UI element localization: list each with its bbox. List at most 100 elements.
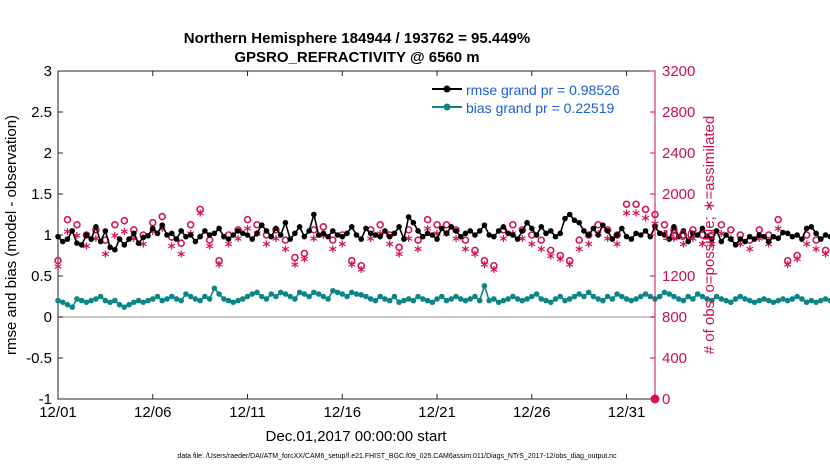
rmse-point xyxy=(292,230,298,237)
bias-point xyxy=(656,293,663,300)
bias-point xyxy=(462,297,469,304)
rmse-point xyxy=(135,240,142,246)
rmse-point xyxy=(666,236,673,242)
bias-point xyxy=(770,299,777,306)
bias-point xyxy=(187,293,194,300)
obs-assimilated-marker: * xyxy=(300,253,308,271)
rmse-point xyxy=(486,232,492,238)
obs-assimilated-marker: * xyxy=(196,207,204,225)
rmse-point xyxy=(74,240,80,246)
rmse-point xyxy=(102,228,109,234)
obs-assimilated-marker: * xyxy=(92,232,100,250)
bias-point xyxy=(382,296,388,302)
rmse-point xyxy=(64,236,71,242)
bias-point xyxy=(600,297,606,304)
bias-point xyxy=(666,291,673,297)
y2-tick-label: 1200 xyxy=(662,268,695,285)
obs-assimilated-marker: * xyxy=(689,232,697,250)
rmse-point xyxy=(690,230,696,237)
bias-point xyxy=(491,296,497,302)
obs-assimilated-marker: * xyxy=(642,212,650,230)
rmse-point xyxy=(173,236,180,242)
bias-point xyxy=(263,296,270,302)
obs-possible-marker xyxy=(433,220,441,229)
rmse-point xyxy=(315,232,322,238)
rmse-point xyxy=(803,225,810,232)
data-file-footer: data file: /Users/raeder/DAI/ATM_forcXX/… xyxy=(177,453,617,460)
bias-point xyxy=(822,296,829,302)
obs-possible-marker xyxy=(82,231,91,239)
rmse-point xyxy=(268,233,275,240)
bias-point xyxy=(562,297,568,304)
bias-point xyxy=(149,296,156,302)
bias-point xyxy=(401,297,407,304)
rmse-point xyxy=(401,236,407,242)
bias-point xyxy=(510,293,516,300)
bias-point xyxy=(642,291,649,297)
obs-possible-marker xyxy=(177,239,185,247)
bias-point xyxy=(424,297,431,304)
obs-possible-marker xyxy=(575,236,583,244)
obs-possible-marker xyxy=(480,256,489,265)
obs-possible-marker xyxy=(414,236,422,244)
bias-point xyxy=(737,293,744,300)
bias-point xyxy=(614,291,620,297)
bias-point xyxy=(83,299,90,306)
bias-point xyxy=(348,289,355,296)
bias-point xyxy=(301,291,308,297)
obs-assimilated-marker: * xyxy=(329,242,337,260)
rmse-point xyxy=(609,236,616,242)
rmse-point xyxy=(273,225,279,232)
rmse-point xyxy=(282,219,289,226)
rmse-point xyxy=(595,232,601,238)
rmse-point xyxy=(311,211,317,218)
bias-point xyxy=(330,287,336,294)
obs-assimilated-marker: * xyxy=(158,222,166,240)
rmse-point xyxy=(168,230,175,237)
rmse-point xyxy=(794,232,800,238)
rmse-point xyxy=(732,242,739,248)
bias-point xyxy=(443,297,450,304)
bias-point xyxy=(529,293,535,300)
obs-assimilated-marker: * xyxy=(64,225,72,243)
bias-point xyxy=(818,297,824,304)
bias-point xyxy=(604,293,611,300)
rmse-point xyxy=(244,232,251,238)
rmse-point xyxy=(619,225,625,232)
bias-point xyxy=(254,289,260,296)
bias-point xyxy=(685,293,691,300)
obs-assimilated-marker: * xyxy=(215,258,223,276)
obs-possible-marker xyxy=(537,236,546,244)
bias-point xyxy=(675,296,682,302)
obs-assimilated-marker: * xyxy=(708,237,716,255)
obs-assimilated-marker: * xyxy=(822,248,830,266)
obs-assimilated-marker: * xyxy=(547,250,555,268)
bias-point xyxy=(637,293,644,300)
bias-point xyxy=(533,291,540,297)
bias-point xyxy=(249,291,256,297)
bias-point xyxy=(576,291,582,297)
bias-point xyxy=(524,296,530,302)
rmse-point xyxy=(363,225,369,232)
y2-tick-label: 0 xyxy=(662,391,670,408)
rmse-point xyxy=(827,233,830,240)
y-tick-label: 3 xyxy=(44,63,52,80)
rmse-point xyxy=(121,242,128,248)
bias-point xyxy=(64,301,71,308)
bias-point xyxy=(339,291,346,297)
bias-point xyxy=(230,299,237,306)
rmse-point xyxy=(780,229,786,236)
rmse-point xyxy=(751,236,758,242)
bias-point xyxy=(183,291,189,297)
bias-point xyxy=(571,293,578,300)
rmse-point xyxy=(495,228,502,234)
rmse-point xyxy=(756,232,763,238)
rmse-point xyxy=(813,230,819,237)
obs-assimilated-marker: * xyxy=(746,242,754,260)
obs-assimilated-marker: * xyxy=(812,242,820,260)
rmse-point xyxy=(642,228,649,234)
bias-point xyxy=(476,297,483,304)
bias-point xyxy=(315,291,322,297)
bias-point xyxy=(680,297,687,304)
bias-point xyxy=(353,291,360,297)
